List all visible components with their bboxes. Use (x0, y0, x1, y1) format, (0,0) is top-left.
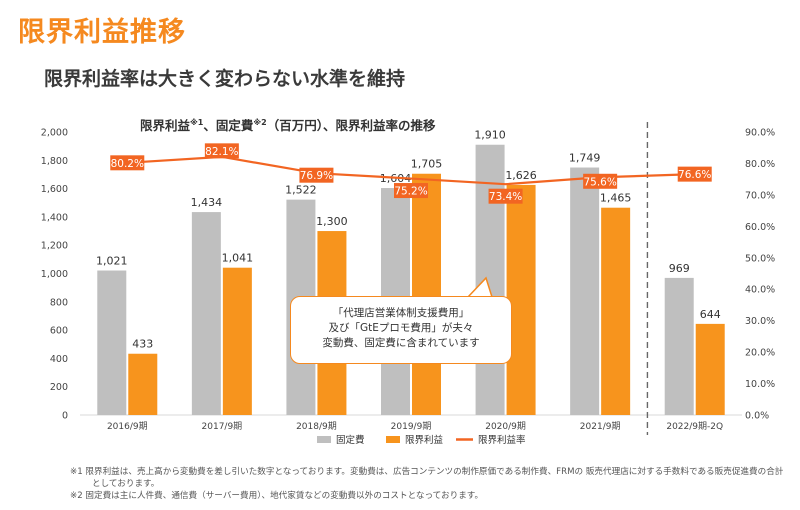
rate-label: 76.9% (300, 170, 333, 182)
bar-marginal-profit-label: 1,465 (600, 192, 632, 205)
y-tick-label: 1,600 (41, 184, 68, 195)
page-subtitle: 限界利益率は大きく変わらない水準を維持 (44, 68, 406, 90)
bar-fixed-cost-label: 1,522 (285, 184, 317, 197)
rate-label: 82.1% (205, 146, 238, 158)
y2-tick-label: 70.0% (745, 190, 775, 201)
callout-line2: 及び「GtEプロモ費用」が夫々 (328, 322, 474, 334)
bar-marginal-profit (412, 173, 441, 415)
bar-marginal-profit (128, 353, 158, 415)
y-tick-label: 0 (62, 411, 68, 422)
y-tick-label: 1,800 (41, 156, 68, 167)
y-tick-label: 400 (50, 354, 68, 365)
rate-label-box (299, 167, 334, 183)
y-tick-label: 1,200 (41, 241, 68, 252)
bar-marginal-profit (506, 184, 536, 415)
y2-tick-label: 50.0% (745, 253, 775, 264)
rate-label-box (488, 188, 523, 204)
page-title: 限界利益推移 (18, 17, 186, 48)
bar-marginal-profit (222, 267, 252, 415)
x-tick-label: 2022/9期-2Q (666, 421, 723, 432)
x-tick-label: 2018/9期 (296, 421, 337, 432)
bar-fixed-cost (191, 212, 221, 415)
footnote-1: ※1 限界利益は、売上高から変動費を差し引いた数字となっております。変動費は、広… (70, 466, 794, 490)
bar-fixed-cost (97, 270, 127, 415)
rate-label: 75.6% (583, 176, 616, 188)
bar-marginal-profit-label: 1,300 (316, 215, 348, 228)
rate-label-box (677, 166, 712, 182)
y-tick-label: 1,400 (41, 212, 68, 223)
legend-label-fixed-cost: 固定費 (336, 434, 365, 446)
callout-line3: 変動費、固定費に含まれています (322, 337, 480, 349)
y2-tick-label: 80.0% (745, 159, 775, 170)
rate-label-box (204, 143, 239, 159)
x-tick-label: 2021/9期 (580, 421, 621, 432)
rate-label: 76.6% (678, 169, 711, 181)
footnote-1-line2: としております。 (92, 479, 160, 489)
chart-title-note2: ※2 (253, 117, 267, 127)
y-tick-label: 1,000 (41, 269, 68, 280)
rate-label-box (583, 173, 618, 189)
legend-swatch-marginal-profit (386, 436, 400, 443)
footnote-2: ※2 固定費は主に人件費、通信費（サーバー費用）、地代家賃などの変動費以外のコス… (70, 491, 484, 501)
rate-label: 75.2% (394, 186, 427, 198)
bar-marginal-profit-label: 1,041 (222, 252, 254, 265)
bar-fixed-cost (570, 167, 600, 415)
x-tick-label: 2020/9期 (485, 421, 526, 432)
chart-title-note1: ※1 (190, 117, 204, 127)
bar-fixed-cost-label: 1,749 (569, 152, 601, 165)
y2-tick-label: 0.0% (745, 411, 769, 422)
y-tick-label: 200 (50, 382, 68, 393)
legend-swatch-fixed-cost (317, 436, 331, 443)
chart-title-mid: 、固定費 (203, 118, 254, 133)
bar-marginal-profit (695, 323, 725, 415)
y2-tick-label: 10.0% (745, 379, 775, 390)
bar-marginal-profit-label: 1,626 (505, 169, 537, 182)
bar-fixed-cost-label: 1,910 (474, 129, 506, 142)
chart-area: 0 200 400 600 800 1,000 1,200 1,400 1,600 1,800 2,… (41, 122, 775, 446)
footnote-1-line1: ※1 限界利益は、売上高から変動費を差し引いた数字となっております。変動費は、広… (70, 467, 784, 477)
bar-fixed-cost-label: 1,021 (96, 255, 128, 268)
rate-label-box (394, 183, 428, 199)
y-tick-label: 800 (50, 297, 68, 308)
y-tick-label: 600 (50, 326, 68, 337)
y2-tick-label: 30.0% (745, 316, 775, 327)
chart-title: 限界利益※1、固定費※2（百万円）、限界利益率の推移 (140, 115, 435, 134)
bar-fixed-cost (664, 277, 694, 415)
bar-marginal-profit-label: 644 (700, 308, 721, 321)
y-tick-label: 2,000 (41, 128, 68, 139)
chart-title-end: （百万円）、限界利益率の推移 (266, 118, 436, 133)
legend-label-rate: 限界利益率 (478, 434, 526, 446)
bar-fixed-cost-label: 1,434 (191, 196, 223, 209)
x-tick-label: 2016/9期 (107, 421, 148, 432)
rate-label-box (110, 155, 145, 171)
bar-marginal-profit-label: 433 (132, 338, 153, 351)
legend-label-marginal-profit: 限界利益 (405, 434, 444, 446)
x-tick-label: 2017/9期 (202, 421, 243, 432)
bar-marginal-profit-label: 1,705 (411, 158, 443, 171)
rate-label: 80.2% (111, 158, 144, 170)
y2-tick-label: 90.0% (745, 128, 775, 139)
chart-title-main: 限界利益 (140, 118, 191, 133)
y2-tick-label: 20.0% (745, 348, 775, 359)
y2-tick-label: 40.0% (745, 285, 775, 296)
rate-label: 73.4% (489, 191, 522, 203)
callout-line1: 「代理店営業体制支援費用」 (332, 307, 470, 319)
bar-marginal-profit (601, 207, 631, 415)
bar-fixed-cost-label: 969 (669, 262, 690, 275)
bar-fixed-cost (475, 144, 505, 416)
callout-box: 「代理店営業体制支援費用」 及び「GtEプロモ費用」が夫々 変動費、固定費に含ま… (290, 296, 512, 364)
y2-tick-label: 60.0% (745, 222, 775, 233)
x-tick-label: 2019/9期 (391, 421, 432, 432)
